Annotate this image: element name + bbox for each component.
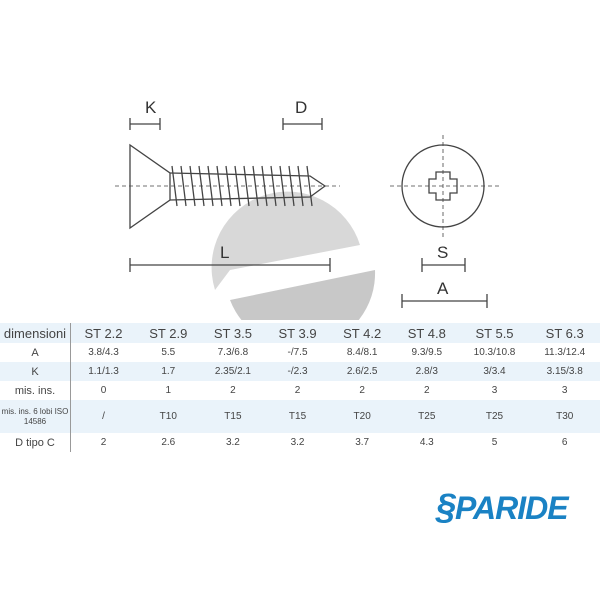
table-cell: 3.7 [355,437,370,448]
table-cell: T25 [485,411,504,422]
table-cell: 0 [100,385,107,396]
table-cell: ST 5.5 [475,325,514,341]
table-cell: 9.3/9.5 [411,347,443,358]
table-cell: T30 [556,411,574,422]
dimension-table: dimensioni ST 2.2 ST 2.9 ST 3.5 ST 3.9 ST 4.2… [0,323,600,452]
row-label: mis. ins. [0,381,71,400]
table-cell: 6 [561,437,568,448]
table-cell: T10 [159,411,177,422]
table-cell: 1 [165,385,172,396]
table-cell: 8.4/8.1 [346,347,378,358]
table-cell: 2 [230,385,236,396]
table-cell: / [102,411,105,422]
table-cell: 2.6 [161,437,176,448]
screw-side-view [115,118,340,272]
table-cell: T20 [353,411,371,422]
dim-label-d: D [295,98,308,117]
row-label: A [0,343,71,362]
table-cell: -/2.3 [287,366,308,377]
table-cell: 2 [294,385,301,396]
table-row: mis. ins. 0 1 2 2 2 2 3 3 [0,381,600,400]
row-label: dimensioni [0,323,71,343]
table-cell: ST 2.2 [84,325,123,341]
table-cell: 1.7 [161,366,176,377]
table-row: A 3.8/4.3 5.5 7.3/6.8 -/7.5 8.4/8.1 9.3/9.5 10.… [0,343,600,362]
table-cell: 4.3 [419,437,434,448]
table-cell: 10.3/10.8 [473,347,516,358]
screw-head-view [390,135,500,308]
table-cell: ST 6.3 [545,325,584,341]
row-label: mis. ins. 6 lobi ISO 14586 [0,400,71,433]
table-cell: 3.8/4.3 [88,347,119,358]
table-cell: ST 3.9 [278,325,317,341]
table-cell: 7.3/6.8 [217,347,249,358]
table-header-row: dimensioni ST 2.2 ST 2.9 ST 3.5 ST 3.9 ST 4.2… [0,323,600,343]
table-cell: ST 2.9 [149,325,188,341]
table-cell: 2.6/2.5 [346,366,378,377]
table-cell: T15 [224,411,242,422]
row-label: D tipo C [0,433,71,452]
table-cell: 1.1/1.3 [88,366,119,377]
table-cell: ST 4.8 [407,325,446,341]
table-cell: 3.2 [290,437,305,448]
table-cell: ST 4.2 [343,325,382,341]
table-cell: 3.15/3.8 [546,366,583,377]
table-cell: 2.8/3 [415,366,438,377]
dim-label-l: L [220,243,230,262]
screw-drawing [115,118,500,320]
dim-label-k: K [145,98,157,117]
row-label: K [0,362,71,381]
table-cell: 5.5 [161,347,176,358]
table-row: K 1.1/1.3 1.7 2.35/2.1 -/2.3 2.6/2.5 2.8/3 3/3.… [0,362,600,381]
table-cell: -/7.5 [287,347,308,358]
table-cell: 3.2 [225,437,240,448]
table-cell: 3 [561,385,568,396]
table-row: mis. ins. 6 lobi ISO 14586 / T10 T15 T15 T20 T… [0,400,600,433]
table-cell: ST 3.5 [213,325,252,341]
dim-label-a: A [437,279,449,298]
table-cell: 3 [491,385,498,396]
logo-text: PARIDE [455,490,569,526]
table-cell: 2 [359,385,365,396]
dim-label-s: S [437,243,449,262]
table-cell: 2 [424,385,430,396]
table-cell: 5 [491,437,498,448]
watermark-icon [211,191,376,320]
paride-logo: §PARIDE [436,486,569,527]
table-cell: T15 [288,411,307,422]
table-cell: 2.35/2.1 [214,366,251,377]
table-row: D tipo C 2 2.6 3.2 3.2 3.7 4.3 5 6 [0,433,600,452]
table-cell: T25 [418,411,436,422]
table-cell: 3/3.4 [483,366,506,377]
table-cell: 2 [100,437,107,448]
table-cell: 11.3/12.4 [544,347,586,358]
